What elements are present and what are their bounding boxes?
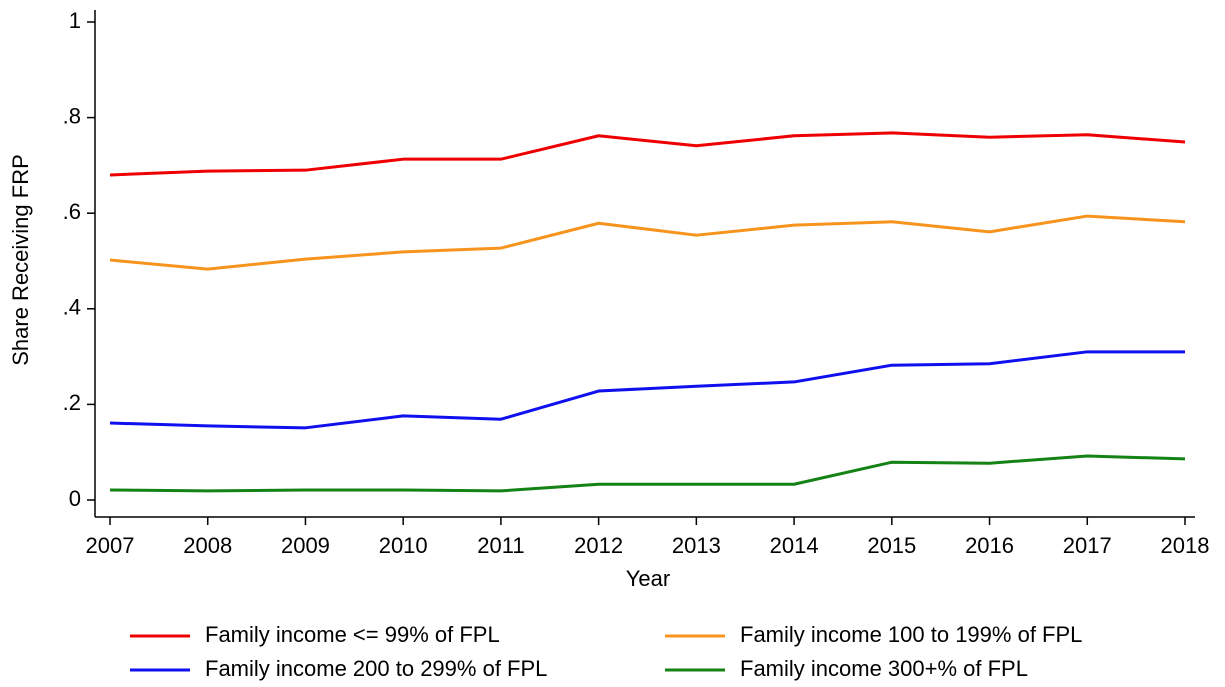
x-tick-label: 2007 [86,533,135,558]
series-line [109,454,1186,493]
series-line [109,214,1186,271]
legend-label: Family income 100 to 199% of FPL [740,622,1082,647]
x-tick-label: 2008 [183,533,232,558]
y-axis-label: Share Receiving FRP [8,154,33,366]
x-tick-label: 2011 [477,533,524,558]
x-tick-label: 2018 [1161,533,1210,558]
series-line [109,350,1185,430]
x-tick-label: 2016 [965,533,1014,558]
legend-label: Family income 300+% of FPL [740,656,1028,681]
y-tick-label: .4 [63,295,81,320]
x-tick-label: 2009 [281,533,330,558]
legend-label: Family income 200 to 299% of FPL [205,656,547,681]
x-tick-label: 2012 [574,533,623,558]
y-tick-label: 0 [69,486,81,511]
x-tick-label: 2014 [770,533,819,558]
series-line [109,131,1186,177]
y-tick-label: .2 [63,390,81,415]
y-tick-label: .8 [63,103,81,128]
legend-label: Family income <= 99% of FPL [205,622,500,647]
y-tick-label: .6 [63,199,81,224]
x-tick-label: 2017 [1063,533,1112,558]
x-tick-label: 2015 [867,533,916,558]
y-tick-label: 1 [69,8,81,33]
x-axis-label: Year [626,566,670,591]
x-tick-label: 2010 [379,533,428,558]
x-tick-label: 2013 [672,533,721,558]
